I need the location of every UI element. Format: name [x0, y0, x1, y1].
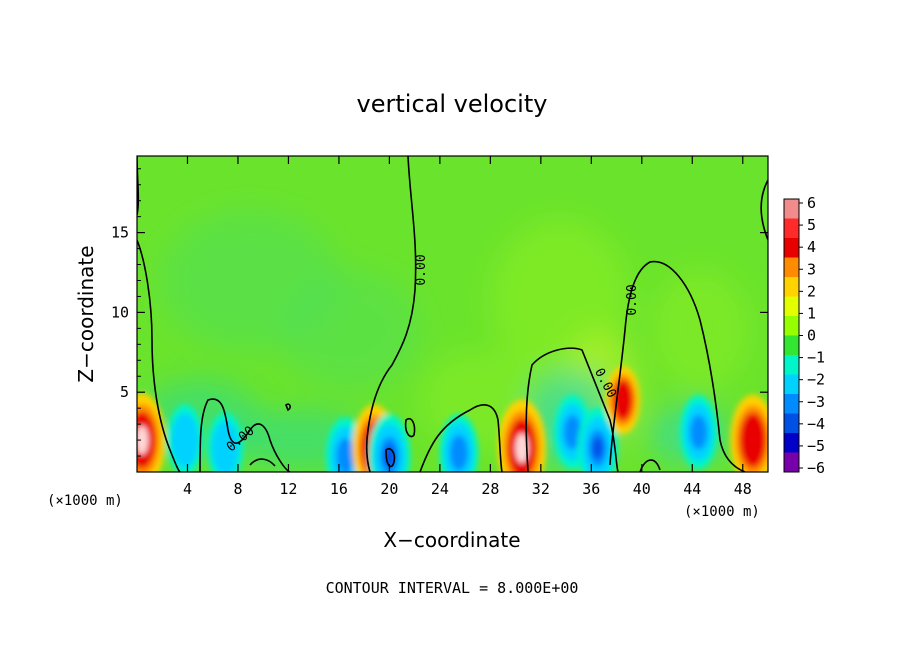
y-tick-label: 15 [111, 224, 129, 242]
colorbar-label: −1 [807, 349, 825, 367]
contour-line [199, 398, 291, 472]
contour-line [385, 447, 396, 468]
contour-label: 0.00 [625, 284, 640, 315]
downdraft-cell [439, 414, 479, 472]
colorbar-label: 1 [807, 304, 816, 322]
x-tick-label: 44 [683, 480, 701, 498]
contour-line [249, 458, 276, 467]
updraft-cell [137, 393, 166, 472]
x-tick-label: 40 [633, 480, 651, 498]
y-tick-label: 5 [120, 383, 129, 401]
colorbar-swatch [784, 277, 799, 297]
feature-layer [137, 366, 768, 472]
x-tick-label: 16 [330, 480, 348, 498]
colorbar-label: 2 [807, 282, 816, 300]
colorbar-swatch [784, 452, 799, 473]
colorbar-label: 4 [807, 238, 816, 256]
contour-line [609, 260, 746, 472]
downdraft-cell [207, 412, 244, 472]
y-tick-label: 10 [111, 303, 129, 321]
x-tick-label: 32 [532, 480, 550, 498]
colorbar-label: −6 [807, 459, 825, 477]
y-axis-title: Z−coordinate [74, 245, 98, 382]
colorbar-swatch [784, 374, 799, 395]
colorbar-swatch [784, 199, 799, 219]
contour-label: 0.00 [414, 254, 429, 285]
colorbar-swatch [784, 296, 799, 317]
colorbar-swatch [784, 218, 799, 239]
colorbar-swatch [784, 238, 799, 258]
x-tick-label: 24 [431, 480, 449, 498]
colorbar-swatch [784, 394, 799, 414]
colorbar-label: −5 [807, 437, 825, 455]
updraft-cell [497, 399, 547, 472]
plot-frame [136, 155, 769, 473]
downdraft-cell [679, 394, 718, 470]
colorbar-swatch [784, 316, 799, 336]
colorbar-swatch [784, 257, 799, 278]
x-unit-label-right: (×1000 m) [684, 504, 760, 520]
x-tick-label: 8 [233, 480, 242, 498]
updraft-cell [730, 394, 768, 472]
contour-interval-note: CONTOUR INTERVAL = 8.000E+00 [326, 579, 579, 597]
x-tick-label: 4 [183, 480, 192, 498]
x-tick-label: 28 [481, 480, 499, 498]
contour-line [365, 156, 417, 472]
downdraft-cell [167, 404, 203, 472]
contour-line [285, 403, 291, 412]
x-tick-label: 48 [734, 480, 752, 498]
colorbar: 6 5 4 3 2 1 0 −1 −2 −3 −4 −5 −6 [783, 194, 825, 477]
contour-line [404, 417, 416, 438]
colorbar-swatch [784, 335, 799, 356]
downdraft-cell [577, 407, 618, 472]
colorbar-label: 5 [807, 216, 816, 234]
colorbar-label: −4 [807, 415, 825, 433]
x-axis: 4 8 12 16 20 24 28 32 36 40 44 48 [183, 156, 752, 498]
colorbar-label: −3 [807, 393, 825, 411]
x-axis-title: X−coordinate [383, 528, 520, 552]
plot-field [137, 156, 768, 472]
x-unit-label-left: (×1000 m) [47, 493, 123, 509]
x-tick-label: 12 [279, 480, 297, 498]
colorbar-swatch [784, 413, 799, 434]
zero-contours [137, 156, 768, 472]
contour-line [419, 404, 503, 472]
x-tick-label: 20 [380, 480, 398, 498]
downdraft-cell [368, 414, 411, 472]
colorbar-label: −2 [807, 371, 825, 389]
y-axis: 5 10 15 [111, 168, 768, 457]
x-tick-label: 36 [582, 480, 600, 498]
chart-title: vertical velocity [357, 90, 548, 118]
colorbar-label: 6 [807, 194, 816, 212]
colorbar-label: 3 [807, 260, 816, 278]
colorbar-label: 0 [807, 327, 816, 345]
contour-line [137, 239, 181, 472]
colorbar-swatch [784, 355, 799, 375]
colorbar-swatch [784, 433, 799, 453]
